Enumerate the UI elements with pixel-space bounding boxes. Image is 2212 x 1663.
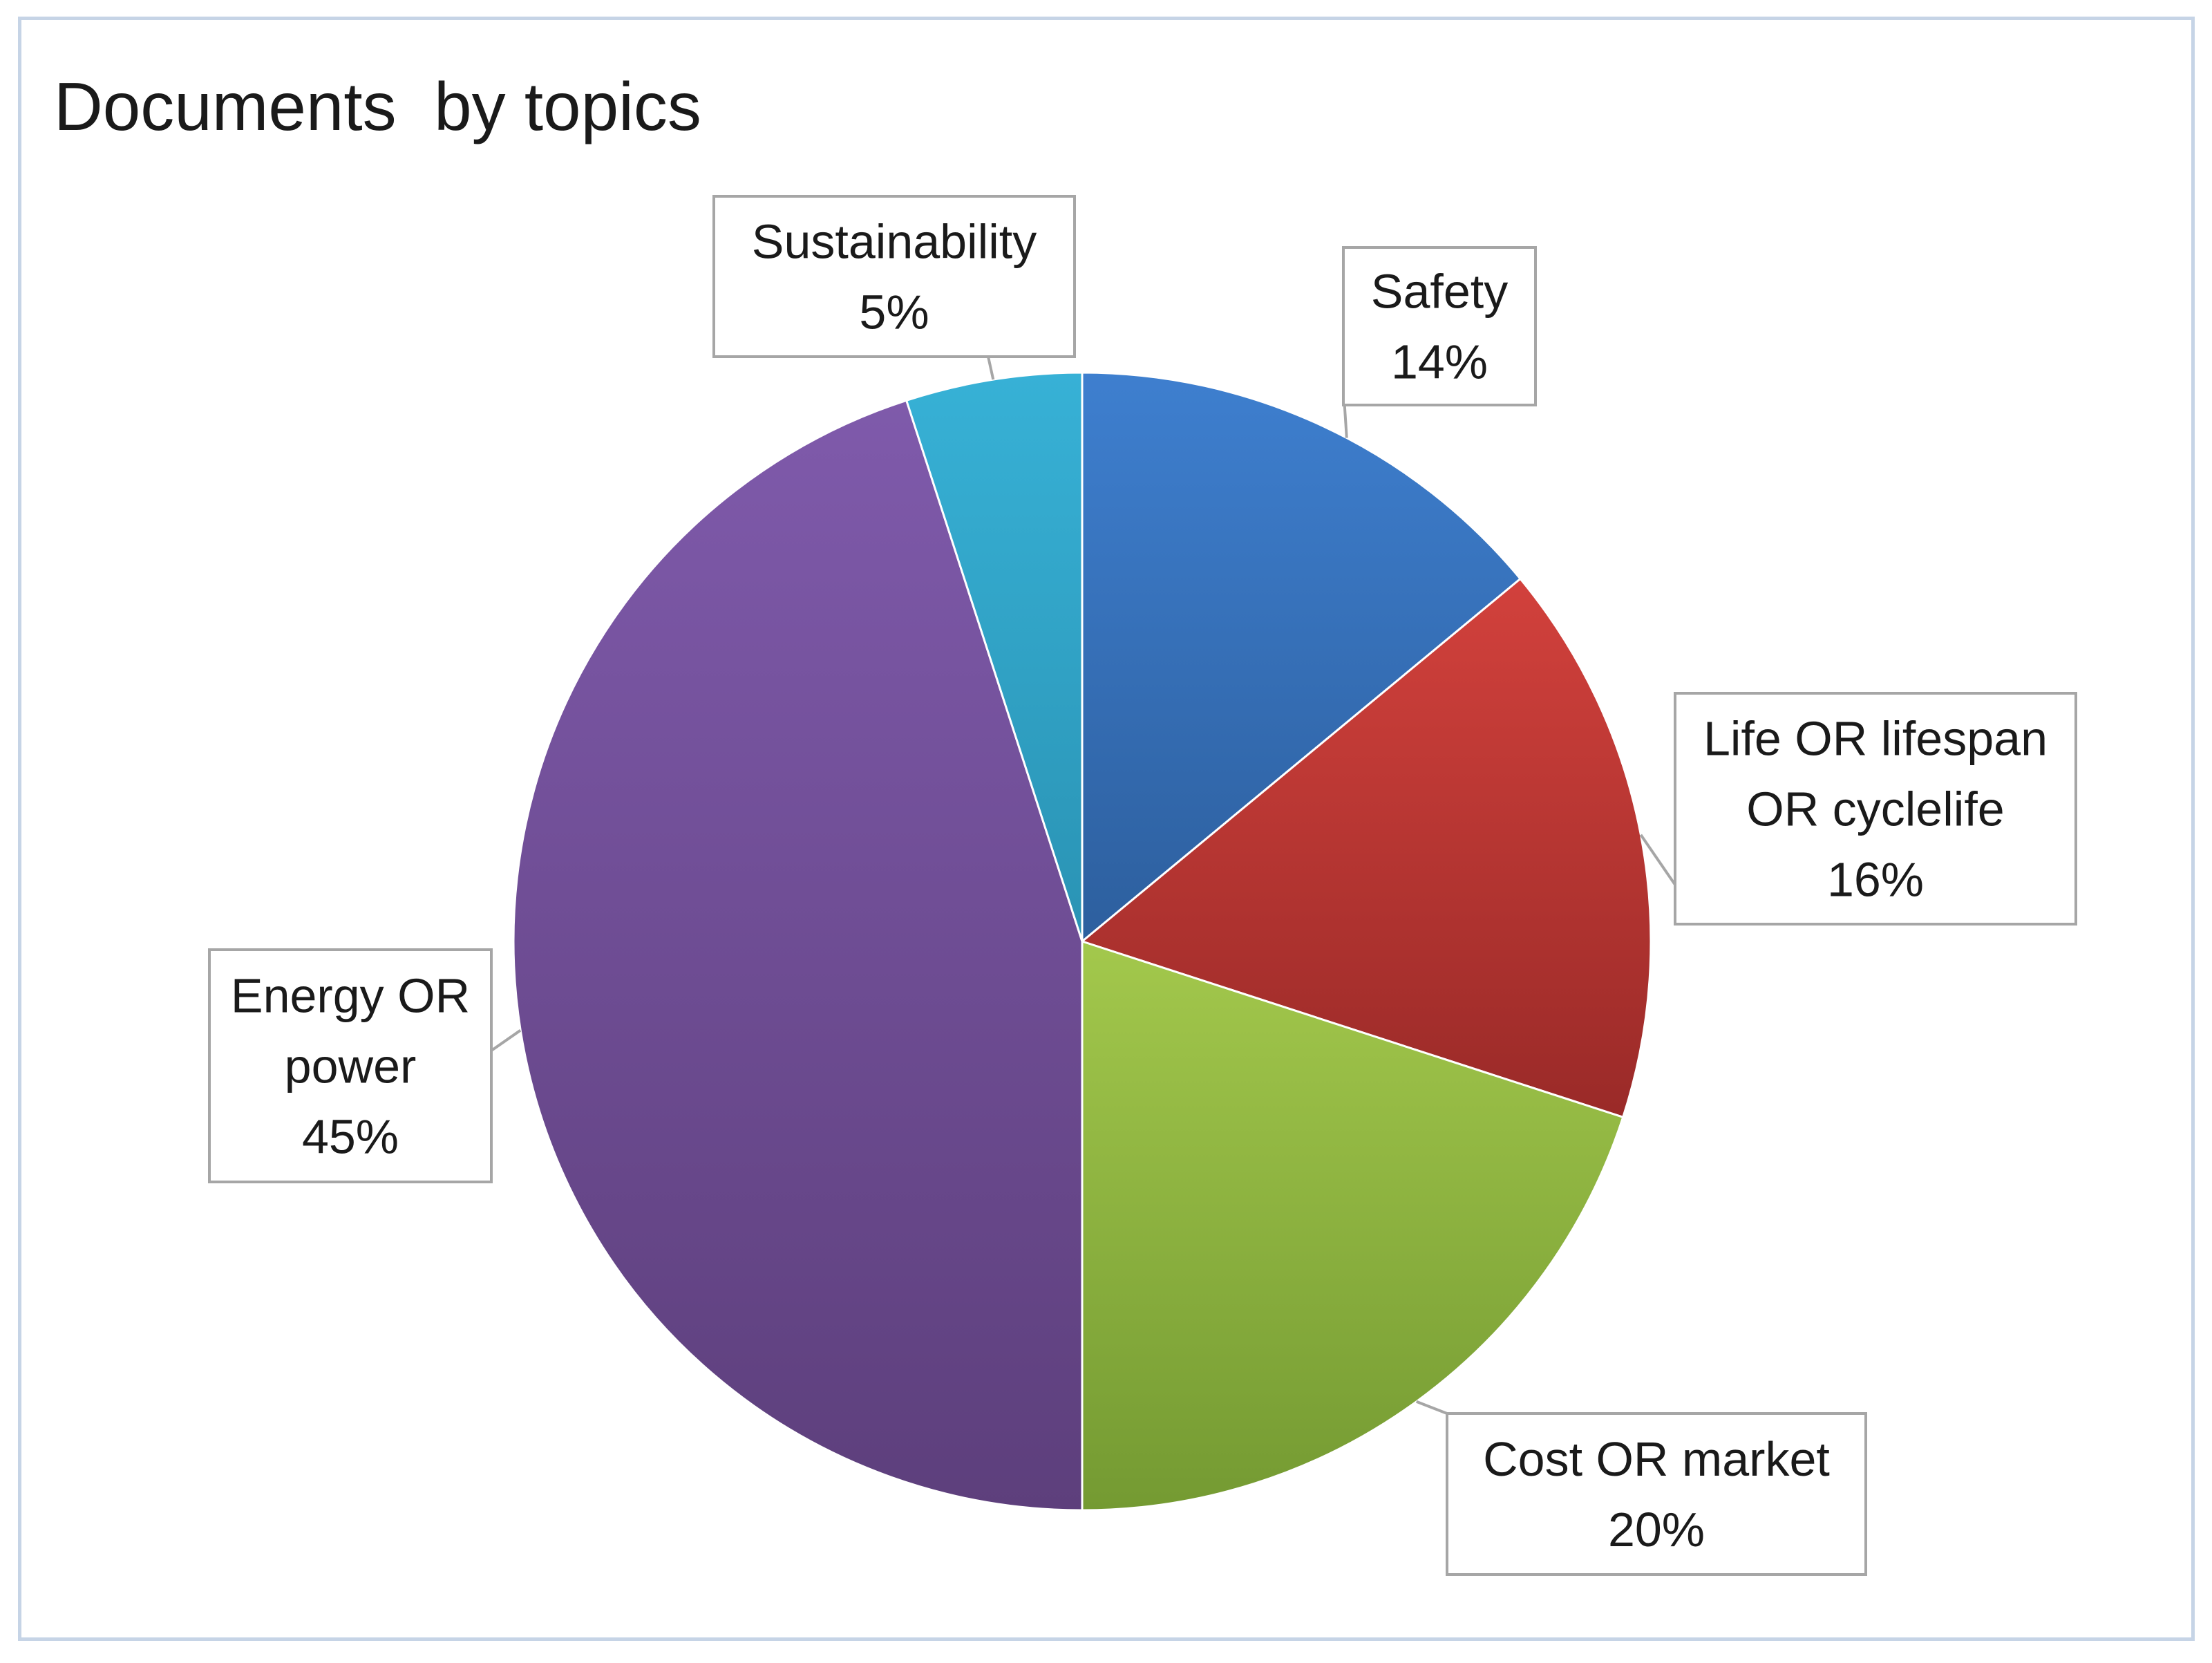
slice-name-energy-or-power: Energy OR [231, 968, 470, 1022]
chart-title: Documents by topics [54, 68, 701, 144]
leader-line-sustainability [987, 356, 995, 380]
label-box-sustainability [712, 195, 1076, 358]
slice-percent-safety: 14% [1391, 335, 1488, 388]
pie-slice-life-or-lifespan-or-cyclelife [1079, 577, 1652, 1119]
slice-name-life-or-lifespan-or-cyclelife: OR cyclelife [1746, 782, 2004, 836]
slice-percent-sustainability: 5% [859, 285, 929, 339]
slice-name-cost-or-market: Cost OR market [1483, 1432, 1830, 1486]
leader-line-cost-or-market [1415, 1400, 1448, 1415]
slice-label-energy-or-power: Energy OR power 45% [208, 948, 493, 1183]
label-box-safety [1342, 246, 1537, 406]
slice-percent-life-or-lifespan-or-cyclelife: 16% [1827, 852, 1924, 906]
slice-label-life-or-lifespan-or-cyclelife: Life OR lifespan OR cyclelife 16% [1674, 692, 2077, 926]
slice-name-sustainability: Sustainability [752, 214, 1037, 268]
slice-labels: Safety 14% Life OR lifespan OR cyclelife 16%… [208, 195, 2077, 1576]
label-box-cost-or-market [1446, 1412, 1867, 1576]
pie-slice-safety [1081, 371, 1522, 944]
label-box-energy-or-power [208, 948, 493, 1183]
pie-slice-energy-or-power [512, 399, 1084, 1512]
slice-percent-cost-or-market: 20% [1608, 1503, 1705, 1557]
slice-name-life-or-lifespan-or-cyclelife: Life OR lifespan [1703, 711, 2048, 765]
slice-label-cost-or-market: Cost OR market 20% [1446, 1412, 1867, 1576]
pie-slice-sustainability [905, 371, 1084, 942]
label-box-life-or-lifespan-or-cyclelife [1674, 692, 2077, 926]
leader-line-energy-or-power [490, 1029, 522, 1052]
slice-label-safety: Safety 14% [1342, 246, 1537, 406]
leader-line-life-or-lifespan-or-cyclelife [1639, 834, 1676, 886]
slice-percent-energy-or-power: 45% [302, 1109, 399, 1163]
slice-label-sustainability: Sustainability 5% [712, 195, 1076, 358]
pie-slices [512, 371, 1652, 1512]
leader-lines [490, 356, 1676, 1415]
slice-name-energy-or-power: power [285, 1039, 417, 1093]
slice-name-safety: Safety [1371, 264, 1508, 318]
